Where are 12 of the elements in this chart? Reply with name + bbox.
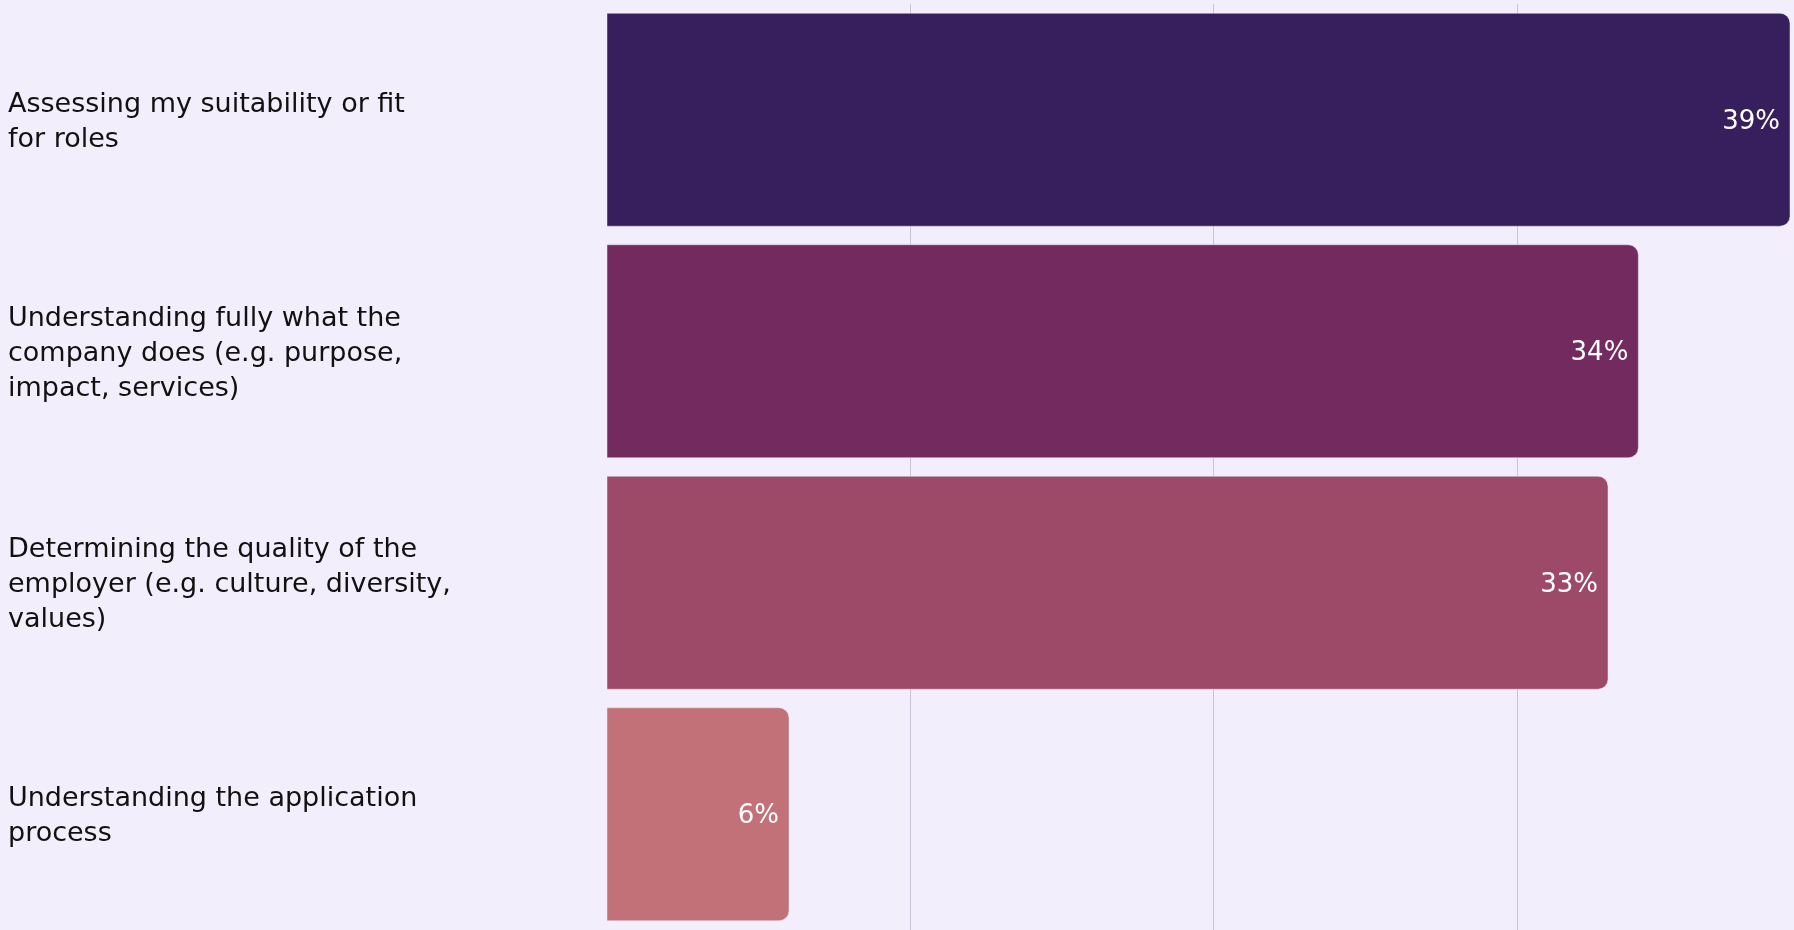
y-tick-label: Determining the quality of the employer (e.g. culture, diversity, values) (8, 532, 451, 634)
y-tick-label: Assessing my suitability or fit for roles (8, 87, 405, 154)
data-label: 33% (1540, 567, 1598, 598)
data-label: 39% (1722, 104, 1780, 135)
data-label: 6% (737, 799, 779, 830)
y-tick-label: Understanding fully what the company does (e.g. purpose, impact, services) (8, 301, 403, 403)
bar (607, 13, 1790, 227)
bar (607, 707, 790, 921)
bar (607, 476, 1609, 690)
y-tick-label: Understanding the application process (8, 781, 418, 848)
data-label: 34% (1570, 336, 1629, 367)
bar (607, 244, 1639, 458)
